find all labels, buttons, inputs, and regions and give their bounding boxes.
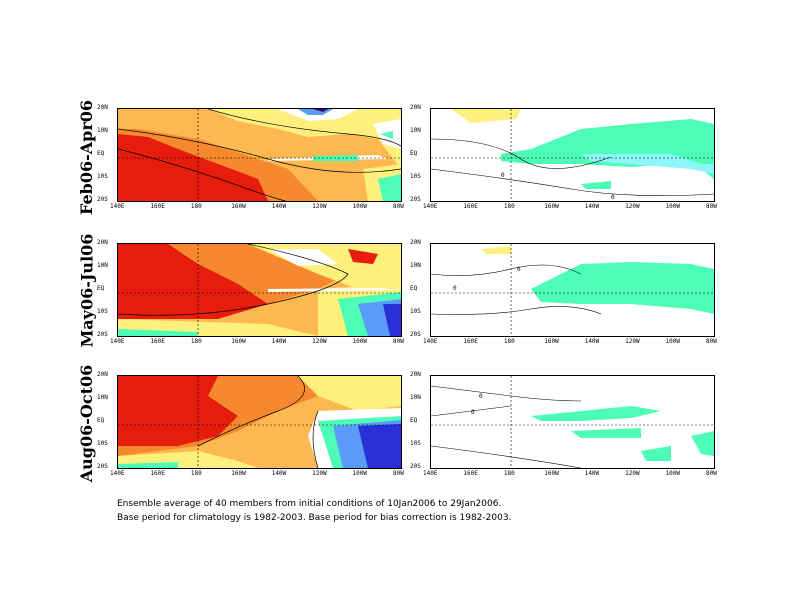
x-tick-label: 140W	[271, 470, 287, 477]
contour-label: 0	[501, 172, 505, 179]
contour-label: 0	[611, 194, 615, 201]
y-tick-label: 10N	[97, 127, 108, 134]
sst-anomaly-map	[118, 244, 401, 336]
x-tick-label: 120W	[312, 470, 327, 477]
y-tick-label: EQ	[97, 285, 105, 292]
x-tick-label: 140W	[584, 470, 600, 477]
x-tick-label: 160E	[463, 338, 478, 345]
x-tick-label: 100W	[352, 338, 368, 345]
x-tick-label: 100W	[352, 203, 368, 210]
y-tick-label: 20N	[97, 371, 108, 378]
x-tick-label: 160W	[231, 338, 246, 345]
x-tick-label: 140W	[584, 203, 600, 210]
x-tick-label: 120W	[625, 203, 640, 210]
y-tick-label: 10N	[410, 262, 421, 269]
y-tick-label: 10N	[97, 262, 108, 269]
x-tick-label: 80W	[706, 470, 717, 477]
y-tick-label: EQ	[97, 417, 105, 424]
x-tick-label: 120W	[312, 338, 327, 345]
y-tick-label: 10S	[97, 173, 108, 180]
y-tick-label: 20N	[410, 239, 421, 246]
x-tick-label: 160E	[463, 203, 478, 210]
x-tick-label: 160E	[150, 470, 165, 477]
x-tick-label: 140E	[423, 470, 438, 477]
x-tick-label: 140E	[110, 470, 125, 477]
spread-map: 0 0	[431, 376, 714, 468]
x-tick-label: 180	[503, 470, 515, 477]
y-tick-label: 10S	[97, 440, 108, 447]
y-tick-label: EQ	[97, 150, 105, 157]
x-tick-label: 160W	[231, 203, 246, 210]
y-tick-label: 20S	[97, 196, 108, 203]
x-tick-label: 180	[190, 338, 202, 345]
x-tick-label: 160E	[150, 338, 165, 345]
sst-anomaly-map	[118, 376, 401, 468]
y-tick-label: 20N	[410, 104, 421, 111]
contour-label: 0	[479, 393, 483, 400]
x-tick-label: 100W	[352, 470, 368, 477]
spread-map: 0 0	[431, 244, 714, 336]
y-tick-label: 20N	[97, 239, 108, 246]
y-tick-label: 20N	[410, 371, 421, 378]
x-tick-label: 140W	[271, 338, 287, 345]
contour-label: 0	[517, 266, 521, 273]
y-tick-label: EQ	[410, 285, 418, 292]
y-tick-label: 10S	[97, 308, 108, 315]
y-tick-label: 10N	[410, 394, 421, 401]
x-tick-label: 80W	[706, 338, 717, 345]
y-tick-label: 20S	[97, 463, 108, 470]
x-tick-label: 100W	[665, 470, 681, 477]
x-tick-label: 140E	[110, 203, 125, 210]
y-tick-label: 10S	[410, 173, 421, 180]
x-tick-label: 180	[190, 203, 202, 210]
x-tick-label: 100W	[665, 203, 681, 210]
y-tick-label: 20S	[97, 331, 108, 338]
map-panel-row1-left	[117, 108, 402, 202]
map-panel-row3-right: 0 0	[430, 375, 715, 469]
y-tick-label: EQ	[410, 417, 418, 424]
map-panel-row1-right: 0 0	[430, 108, 715, 202]
caption-line-1: Ensemble average of 40 members from init…	[117, 499, 502, 509]
x-tick-label: 140E	[110, 338, 125, 345]
x-tick-label: 80W	[393, 338, 404, 345]
x-tick-label: 80W	[393, 470, 404, 477]
y-tick-label: EQ	[410, 150, 418, 157]
x-tick-label: 80W	[393, 203, 404, 210]
x-tick-label: 140E	[423, 338, 438, 345]
x-tick-label: 160W	[544, 203, 559, 210]
y-tick-label: 20S	[410, 463, 421, 470]
y-tick-label: 10S	[410, 440, 421, 447]
map-panel-row2-left	[117, 243, 402, 337]
x-tick-label: 160W	[231, 470, 246, 477]
x-tick-label: 160W	[544, 470, 559, 477]
x-tick-label: 120W	[625, 470, 640, 477]
map-panel-row2-right: 0 0	[430, 243, 715, 337]
y-tick-label: 10S	[410, 308, 421, 315]
x-tick-label: 100W	[665, 338, 681, 345]
x-tick-label: 160E	[150, 203, 165, 210]
y-tick-label: 20N	[97, 104, 108, 111]
x-tick-label: 140W	[584, 338, 600, 345]
x-tick-label: 120W	[312, 203, 327, 210]
x-tick-label: 180	[503, 203, 515, 210]
x-tick-label: 120W	[625, 338, 640, 345]
sst-anomaly-map	[118, 109, 401, 201]
x-tick-label: 180	[503, 338, 515, 345]
caption-line-2: Base period for climatology is 1982-2003…	[117, 513, 512, 523]
spread-map: 0 0	[431, 109, 714, 201]
y-tick-label: 10N	[97, 394, 108, 401]
y-tick-label: 20S	[410, 196, 421, 203]
y-tick-label: 20S	[410, 331, 421, 338]
x-tick-label: 180	[190, 470, 202, 477]
x-tick-label: 80W	[706, 203, 717, 210]
x-tick-label: 140E	[423, 203, 438, 210]
contour-label: 0	[453, 285, 457, 292]
y-tick-label: 10N	[410, 127, 421, 134]
contour-label: 0	[471, 409, 475, 416]
x-tick-label: 160E	[463, 470, 478, 477]
map-panel-row3-left	[117, 375, 402, 469]
x-tick-label: 160W	[544, 338, 559, 345]
x-tick-label: 140W	[271, 203, 287, 210]
